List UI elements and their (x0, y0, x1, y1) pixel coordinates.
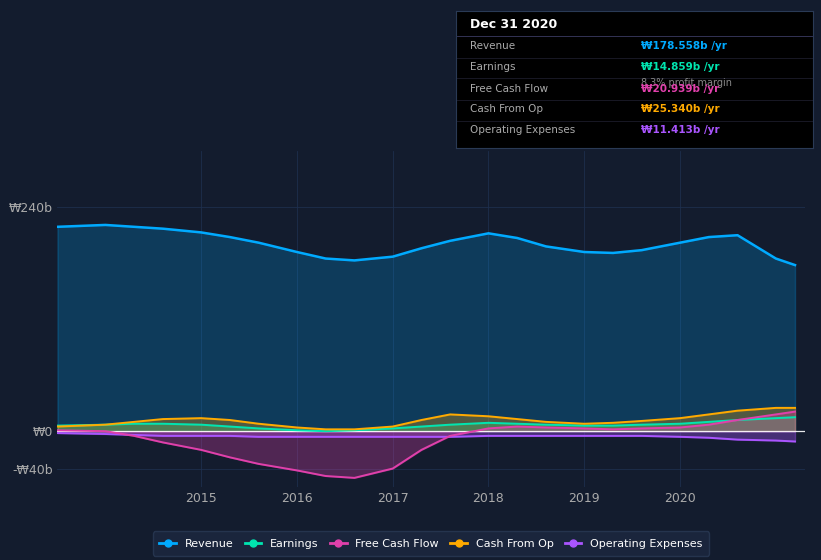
Text: Revenue: Revenue (470, 41, 515, 52)
Text: Dec 31 2020: Dec 31 2020 (470, 18, 557, 31)
Text: ₩14.859b /yr: ₩14.859b /yr (641, 62, 720, 72)
Legend: Revenue, Earnings, Free Cash Flow, Cash From Op, Operating Expenses: Revenue, Earnings, Free Cash Flow, Cash … (153, 531, 709, 556)
Text: ₩178.558b /yr: ₩178.558b /yr (641, 41, 727, 52)
Text: Cash From Op: Cash From Op (470, 105, 543, 114)
Text: Earnings: Earnings (470, 62, 516, 72)
Text: ₩11.413b /yr: ₩11.413b /yr (641, 125, 720, 135)
Text: Operating Expenses: Operating Expenses (470, 125, 576, 135)
Text: 8.3% profit margin: 8.3% profit margin (641, 78, 732, 88)
Text: ₩20.939b /yr: ₩20.939b /yr (641, 84, 720, 94)
Text: ₩25.340b /yr: ₩25.340b /yr (641, 105, 720, 114)
Text: Free Cash Flow: Free Cash Flow (470, 84, 548, 94)
